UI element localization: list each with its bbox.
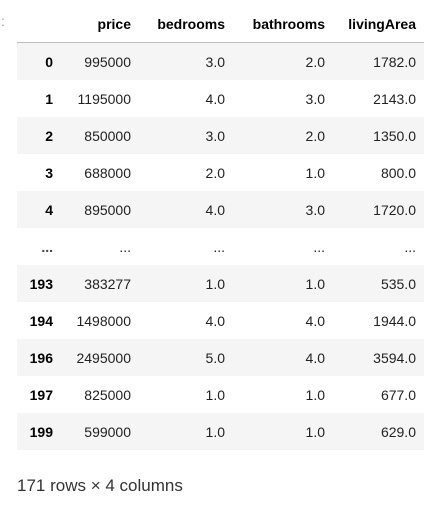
cell-bathrooms: 1.0 bbox=[305, 275, 325, 292]
cell-livingarea: 1720.0 bbox=[373, 201, 416, 218]
column-header-bathrooms: bathrooms bbox=[233, 6, 333, 43]
table-row: 4 895000 4.0 3.0 1720.0 bbox=[17, 191, 424, 228]
cell-bedrooms: 2.0 bbox=[205, 164, 225, 181]
table-row: 194 1498000 4.0 4.0 1944.0 bbox=[17, 302, 424, 339]
table-row: 196 2495000 5.0 4.0 3594.0 bbox=[17, 339, 424, 376]
cell-price: 1195000 bbox=[77, 90, 131, 107]
cell-bedrooms: 4.0 bbox=[205, 201, 225, 218]
cell-bathrooms: ... bbox=[313, 238, 325, 255]
table-row: 3 688000 2.0 1.0 800.0 bbox=[17, 154, 424, 191]
table-row: 193 383277 1.0 1.0 535.0 bbox=[17, 265, 424, 302]
row-index: 0 bbox=[45, 53, 53, 70]
cell-livingarea: 1350.0 bbox=[373, 127, 416, 144]
table-row: 199 599000 1.0 1.0 629.0 bbox=[17, 413, 424, 450]
cell-bedrooms: 4.0 bbox=[205, 312, 225, 329]
table-row: 1 1195000 4.0 3.0 2143.0 bbox=[17, 80, 424, 117]
cell-livingarea: ... bbox=[404, 238, 416, 255]
table-header-row: price bedrooms bathrooms livingArea bbox=[17, 6, 424, 43]
row-index: 193 bbox=[29, 275, 53, 292]
cell-price: 599000 bbox=[84, 423, 131, 440]
cell-bathrooms: 4.0 bbox=[305, 349, 325, 366]
cell-bathrooms: 2.0 bbox=[305, 127, 325, 144]
cell-bathrooms: 4.0 bbox=[305, 312, 325, 329]
row-index: 4 bbox=[45, 201, 53, 218]
cell-price: 995000 bbox=[84, 53, 131, 70]
table-row: 2 850000 3.0 2.0 1350.0 bbox=[17, 117, 424, 154]
cell-bedrooms: 3.0 bbox=[205, 53, 225, 70]
cell-price: 688000 bbox=[84, 164, 131, 181]
column-header-bedrooms: bedrooms bbox=[139, 6, 233, 43]
cell-livingarea: 800.0 bbox=[380, 164, 416, 181]
row-index: 3 bbox=[45, 164, 53, 181]
table-row-ellipsis: ... ... ... ... ... bbox=[17, 228, 424, 265]
cell-livingarea: 2143.0 bbox=[373, 90, 416, 107]
row-index: 197 bbox=[29, 386, 53, 403]
cell-bathrooms: 2.0 bbox=[305, 53, 325, 70]
dataframe-output: price bedrooms bathrooms livingArea 0 99… bbox=[17, 6, 424, 450]
table-row: 0 995000 3.0 2.0 1782.0 bbox=[17, 42, 424, 80]
cell-bathrooms: 1.0 bbox=[305, 386, 325, 403]
table-row: 197 825000 1.0 1.0 677.0 bbox=[17, 376, 424, 413]
cell-price: 895000 bbox=[84, 201, 131, 218]
cell-price: 825000 bbox=[84, 386, 131, 403]
cell-price: 383277 bbox=[84, 275, 131, 292]
cell-price: 2495000 bbox=[76, 349, 131, 366]
dataframe-table: price bedrooms bathrooms livingArea 0 99… bbox=[17, 6, 424, 450]
cell-bedrooms: 1.0 bbox=[205, 275, 225, 292]
cell-price: ... bbox=[119, 238, 131, 255]
dataframe-shape-note: 171 rows × 4 columns bbox=[17, 476, 183, 495]
cell-bathrooms: 3.0 bbox=[305, 201, 325, 218]
cell-livingarea: 3594.0 bbox=[373, 349, 416, 366]
index-header bbox=[17, 6, 61, 43]
cell-bathrooms: 1.0 bbox=[305, 164, 325, 181]
column-header-price: price bbox=[61, 6, 139, 43]
row-index: 199 bbox=[29, 423, 53, 440]
cell-output-prompt-marker: : bbox=[1, 13, 5, 29]
cell-livingarea: 1782.0 bbox=[373, 53, 416, 70]
cell-livingarea: 677.0 bbox=[380, 386, 416, 403]
cell-bedrooms: 5.0 bbox=[205, 349, 225, 366]
cell-livingarea: 629.0 bbox=[380, 423, 416, 440]
cell-price: 850000 bbox=[84, 127, 131, 144]
cell-livingarea: 535.0 bbox=[380, 275, 416, 292]
cell-livingarea: 1944.0 bbox=[373, 312, 416, 329]
cell-bedrooms: 1.0 bbox=[205, 423, 225, 440]
cell-bedrooms: ... bbox=[213, 238, 225, 255]
cell-bedrooms: 4.0 bbox=[205, 90, 225, 107]
cell-bedrooms: 1.0 bbox=[205, 386, 225, 403]
row-index: 196 bbox=[29, 349, 53, 366]
cell-price: 1498000 bbox=[76, 312, 131, 329]
cell-bedrooms: 3.0 bbox=[205, 127, 225, 144]
row-index: 194 bbox=[29, 312, 53, 329]
row-index: 2 bbox=[45, 127, 53, 144]
cell-bathrooms: 1.0 bbox=[305, 423, 325, 440]
row-index: ... bbox=[41, 238, 53, 255]
row-index: 1 bbox=[45, 90, 53, 107]
column-header-livingarea: livingArea bbox=[333, 6, 424, 43]
cell-bathrooms: 3.0 bbox=[305, 90, 325, 107]
